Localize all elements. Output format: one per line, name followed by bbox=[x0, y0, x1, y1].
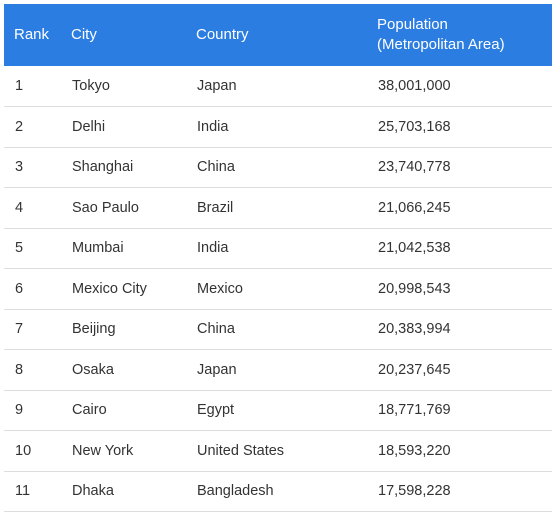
cell-country: Bangladesh bbox=[197, 483, 274, 500]
table-row: 7 Beijing China 20,383,994 bbox=[4, 309, 552, 350]
cell-rank: 6 bbox=[15, 280, 24, 297]
cell-city: Dhaka bbox=[72, 483, 114, 500]
cell-country: China bbox=[197, 159, 235, 176]
header-population-line1: Population bbox=[377, 16, 448, 33]
cell-rank: 5 bbox=[15, 240, 24, 257]
cell-population: 23,740,778 bbox=[378, 159, 451, 176]
cell-population: 17,598,228 bbox=[378, 483, 451, 500]
header-rank: Rank bbox=[14, 26, 50, 43]
table-row: 11 Dhaka Bangladesh 17,598,228 bbox=[4, 471, 552, 512]
cell-rank: 7 bbox=[15, 321, 24, 338]
city-population-table: Rank City Country Population (Metropolit… bbox=[4, 4, 552, 512]
cell-country: India bbox=[197, 118, 229, 135]
cell-population: 21,066,245 bbox=[378, 199, 451, 216]
cell-rank: 3 bbox=[15, 159, 24, 176]
header-population-line2: (Metropolitan Area) bbox=[377, 36, 505, 53]
cell-city: Delhi bbox=[72, 118, 106, 135]
cell-country: India bbox=[197, 240, 229, 257]
cell-rank: 1 bbox=[15, 78, 24, 94]
cell-city: Shanghai bbox=[72, 159, 134, 176]
cell-city: Osaka bbox=[72, 361, 114, 378]
cell-city: New York bbox=[72, 442, 134, 459]
cell-population: 18,771,769 bbox=[378, 402, 451, 419]
table-row: 1 Tokyo Japan 38,001,000 bbox=[4, 66, 552, 107]
cell-rank: 11 bbox=[15, 483, 31, 500]
header-population: Population (Metropolitan Area) bbox=[367, 4, 552, 66]
cell-rank: 2 bbox=[15, 118, 24, 135]
table-header-row: Rank City Country Population (Metropolit… bbox=[4, 4, 552, 66]
cell-rank: 10 bbox=[15, 442, 32, 459]
header-country: Country bbox=[196, 26, 249, 43]
city-population-table-container: Rank City Country Population (Metropolit… bbox=[4, 4, 552, 512]
header-city: City bbox=[71, 26, 97, 43]
table-row: 3 Shanghai China 23,740,778 bbox=[4, 147, 552, 188]
table-row: 10 New York United States 18,593,220 bbox=[4, 431, 552, 471]
table-header: Rank City Country Population (Metropolit… bbox=[4, 4, 552, 66]
table-body: 1 Tokyo Japan 38,001,000 2 Delhi India 25,703,1… bbox=[4, 66, 552, 512]
cell-country: Brazil bbox=[197, 199, 234, 216]
cell-country: United States bbox=[197, 442, 285, 459]
cell-rank: 9 bbox=[15, 402, 24, 419]
cell-population: 18,593,220 bbox=[378, 442, 451, 459]
cell-city: Mumbai bbox=[72, 240, 124, 257]
cell-country: Mexico bbox=[197, 280, 243, 297]
cell-population: 38,001,000 bbox=[378, 78, 451, 94]
cell-city: Mexico City bbox=[72, 280, 147, 297]
cell-city: Beijing bbox=[72, 321, 116, 338]
cell-country: Japan bbox=[197, 361, 237, 378]
cell-country: Egypt bbox=[197, 402, 235, 419]
table-row: 6 Mexico City Mexico 20,998,543 bbox=[4, 269, 552, 309]
cell-population: 20,383,994 bbox=[378, 321, 451, 338]
table-row: 5 Mumbai India 21,042,538 bbox=[4, 228, 552, 269]
cell-rank: 8 bbox=[15, 361, 24, 378]
table-row: 9 Cairo Egypt 18,771,769 bbox=[4, 390, 552, 431]
table-row: 8 Osaka Japan 20,237,645 bbox=[4, 350, 552, 390]
table-row: 2 Delhi India 25,703,168 bbox=[4, 107, 552, 147]
cell-city: Cairo bbox=[72, 402, 107, 419]
cell-city: Sao Paulo bbox=[72, 199, 139, 216]
cell-city: Tokyo bbox=[72, 78, 110, 94]
cell-rank: 4 bbox=[15, 199, 24, 216]
cell-country: Japan bbox=[197, 78, 237, 94]
cell-population: 25,703,168 bbox=[378, 118, 451, 135]
cell-population: 20,237,645 bbox=[378, 361, 451, 378]
table-row: 4 Sao Paulo Brazil 21,066,245 bbox=[4, 188, 552, 228]
cell-population: 20,998,543 bbox=[378, 280, 451, 297]
cell-country: China bbox=[197, 321, 235, 338]
cell-population: 21,042,538 bbox=[378, 240, 451, 257]
